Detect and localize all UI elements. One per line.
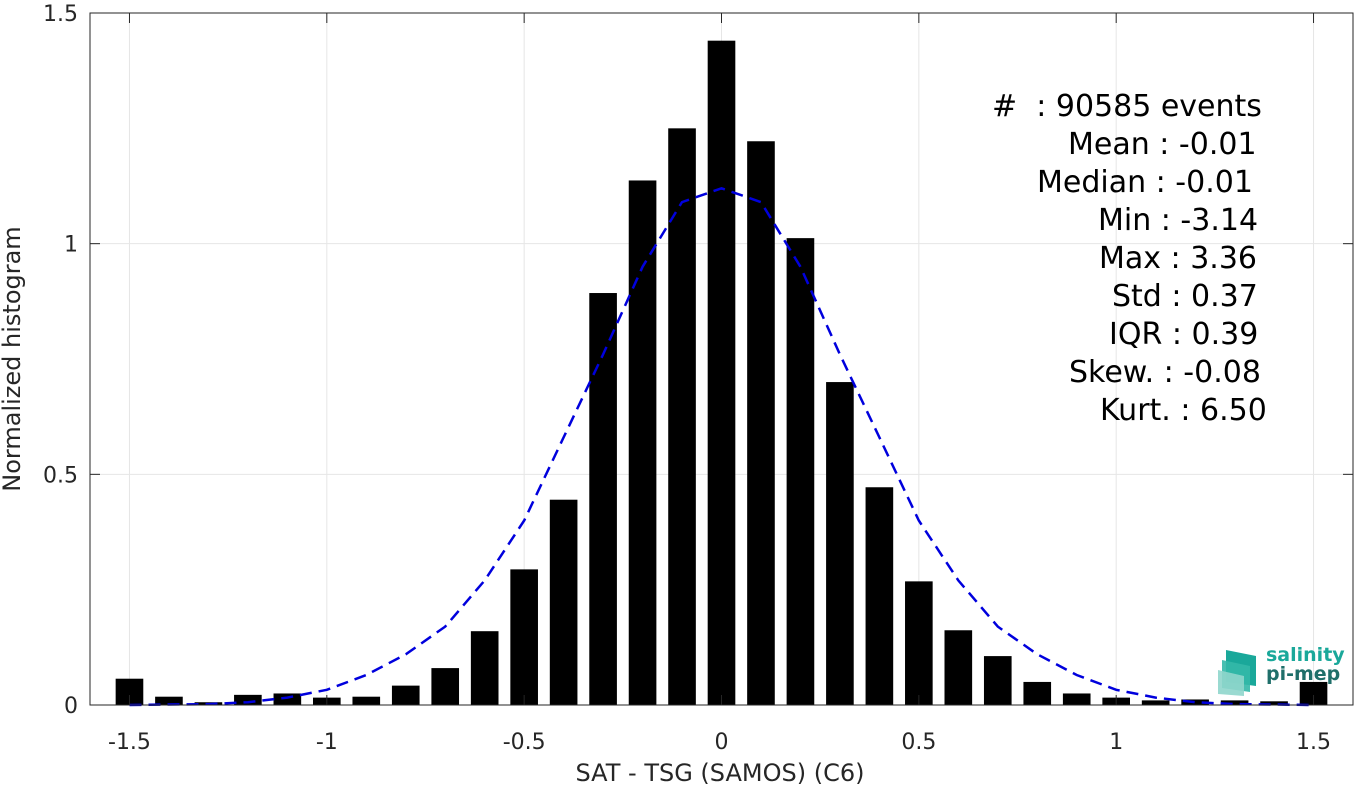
y-tick-label: 0.5 [43,463,78,488]
histogram-bar [905,581,933,705]
histogram-bars [115,40,1328,706]
y-tick-label: 1 [64,233,78,258]
histogram-bar [983,656,1012,705]
histogram-bar [155,696,183,705]
axis-ticks [90,12,1353,706]
y-axis-label: Normalized histogram [0,226,26,491]
x-tick-labels: -1.5 -1 -0.5 0 0.5 1 1.5 [108,730,1331,755]
histogram-bar [944,630,973,705]
salinity-pimep-logo: salinity pi-mep [1216,646,1346,696]
histogram-bar [786,238,815,705]
stat-skew: Skew. : -0.08 [1069,355,1261,390]
histogram-bar [1023,681,1052,705]
x-tick-label: -1 [316,730,338,755]
histogram-bar [668,128,696,706]
y-tick-labels: 0 0.5 1 1.5 [43,2,78,719]
histogram-bar [826,382,854,705]
stat-events: # : 90585 events [992,89,1262,124]
x-tick-label: 0.5 [901,730,936,755]
logo-line-2: pi-mep [1266,663,1341,685]
histogram-bar [549,499,578,705]
stat-max: Max : 3.36 [1099,241,1257,276]
histogram-bar [234,694,262,705]
histogram-bar [352,696,381,705]
histogram-bar [470,631,499,705]
x-tick-label: -1.5 [108,730,151,755]
histogram-bar [747,141,775,705]
stat-iqr: IQR : 0.39 [1109,317,1259,352]
histogram-bar [1260,701,1288,705]
stat-median: Median : -0.01 [1037,165,1253,200]
logo-text: salinity pi-mep [1266,646,1345,684]
stat-std: Std : 0.37 [1112,279,1258,314]
x-tick-label: 1.5 [1296,730,1331,755]
y-tick-label: 1.5 [43,2,78,27]
wave-logo-icon [1218,650,1256,696]
y-tick-label: 0 [64,694,78,719]
histogram-bar [1220,700,1249,705]
x-tick-label: -0.5 [503,730,546,755]
histogram-bar [431,668,460,705]
histogram-bar [1062,693,1091,705]
histogram-bar [1141,700,1170,705]
histogram-bar [865,487,894,705]
stat-mean: Mean : -0.01 [1068,127,1257,162]
histogram-bar [1181,699,1209,705]
stat-min: Min : -3.14 [1098,203,1259,238]
logo-line-1: salinity [1266,644,1345,666]
stat-kurt: Kurt. : 6.50 [1100,393,1267,428]
x-tick-label: 0 [715,730,729,755]
histogram-bar [273,693,302,705]
x-axis-label: SAT - TSG (SAMOS) (C6) [576,759,865,785]
histogram-bar [628,180,657,706]
x-tick-label: 1 [1109,730,1123,755]
histogram-bar [707,40,736,706]
histogram-bar [589,293,617,705]
gaussian-fit-curve [129,186,1314,707]
histogram-bar [510,569,538,705]
histogram-bar [1299,681,1328,705]
histogram-bar [391,685,420,705]
statistics-panel: # : 90585 events Mean : -0.01 Median : -… [900,88,1320,430]
